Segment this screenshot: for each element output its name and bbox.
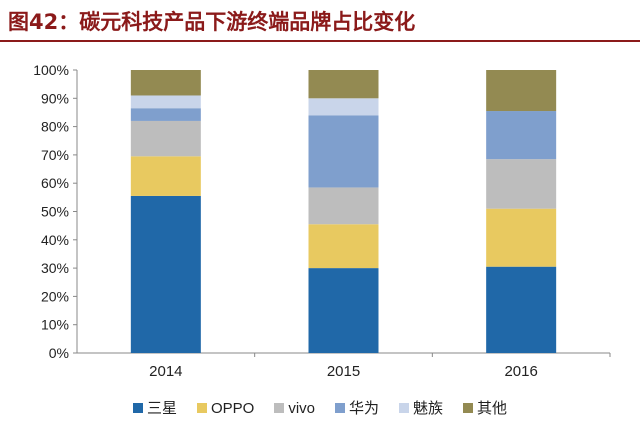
legend-swatch <box>196 403 207 413</box>
legend-item: vivo <box>274 399 315 417</box>
legend-item: OPPO <box>196 399 255 417</box>
bar-segment <box>486 70 557 112</box>
bar-segment <box>130 95 201 109</box>
title-underline <box>0 40 640 42</box>
bar-segment <box>130 108 201 121</box>
legend-item: 三星 <box>132 397 177 418</box>
bar-segment <box>486 159 557 209</box>
bar-segment <box>130 120 201 157</box>
legend-swatch <box>132 402 143 413</box>
legend-label: 华为 <box>349 400 380 417</box>
bar-segment <box>130 195 201 353</box>
y-tick-label: 20% <box>41 288 69 304</box>
chart-legend: 三星 OPPO vivo 华为 魅族 其他 <box>0 397 640 418</box>
legend-item: 其他 <box>463 397 507 418</box>
bar-segment <box>130 156 201 196</box>
y-tick-label: 40% <box>41 232 69 248</box>
y-tick-label: 0% <box>49 345 69 361</box>
bar-segment <box>486 266 557 353</box>
legend-item: 魅族 <box>399 397 443 418</box>
legend-swatch <box>274 403 285 413</box>
y-tick-label: 10% <box>41 317 69 333</box>
bar-segment <box>486 208 557 267</box>
bar-segment <box>308 187 379 225</box>
y-tick-label: 60% <box>41 175 69 191</box>
stacked-bar-chart: 0% 10% 20% 30% 40% 50% 60% 70% 80% 90% 100% 2014 201… <box>33 62 611 380</box>
bar-segment <box>486 111 557 160</box>
legend-item: 华为 <box>335 397 379 418</box>
legend-swatch <box>399 402 410 413</box>
bar-segment <box>130 70 201 96</box>
x-tick-label: 2014 <box>149 363 182 380</box>
x-tick-label: 2015 <box>327 363 360 380</box>
x-tick-label: 2016 <box>504 363 537 380</box>
legend-label: 三星 <box>146 400 177 417</box>
chart-title: 图42：碳元科技产品下游终端品牌占比变化 <box>8 10 416 34</box>
y-tick-label: 80% <box>41 119 69 135</box>
y-tick-label: 70% <box>41 147 69 163</box>
bar-segment <box>308 70 379 99</box>
y-tick-label: 50% <box>41 204 69 220</box>
legend-swatch <box>463 402 474 413</box>
legend-label: vivo <box>288 399 315 417</box>
y-tick-label: 90% <box>41 90 69 106</box>
y-tick-label: 100% <box>33 62 69 78</box>
legend-label: OPPO <box>210 399 255 417</box>
bar-segment <box>308 224 379 269</box>
legend-label: 其他 <box>477 400 508 417</box>
legend-label: 魅族 <box>413 400 444 417</box>
bar-segment <box>308 115 379 188</box>
bar-segment <box>308 98 379 116</box>
bar-segment <box>308 268 379 353</box>
legend-swatch <box>335 402 345 413</box>
y-tick-label: 30% <box>41 260 69 276</box>
